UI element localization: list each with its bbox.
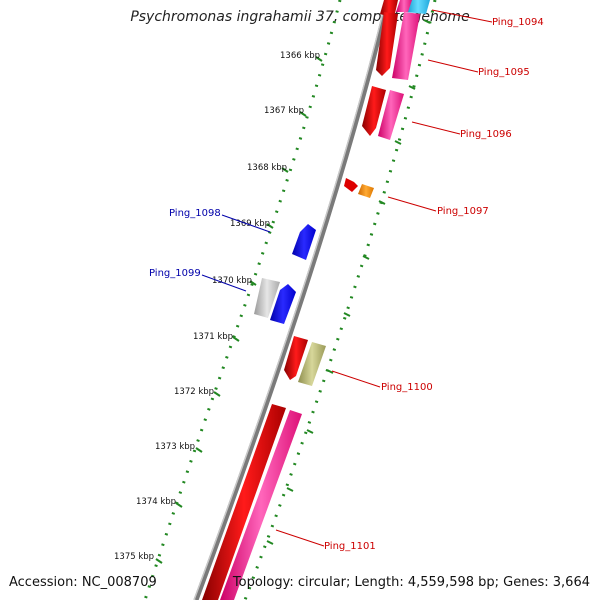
gene-label[interactable]: Ping_1099 (149, 268, 201, 279)
gene-ping-1097[interactable] (344, 178, 374, 198)
kbp-tick-label: 1371 kbp (193, 332, 233, 342)
kbp-tick-mark (213, 391, 221, 397)
kbp-tick-mark (315, 56, 323, 62)
inner-dotted-track (143, 0, 342, 600)
gene-label[interactable]: Ping_1100 (381, 382, 433, 393)
gene-label[interactable]: Ping_1098 (169, 208, 221, 219)
gene-label[interactable]: Ping_1094 (492, 17, 544, 28)
kbp-tick-label: 1374 kbp (136, 497, 176, 507)
kbp-tick-mark (175, 502, 183, 508)
outer-track-ticks (266, 19, 431, 545)
gene-ping-1095[interactable] (376, 12, 420, 80)
kbp-tick-label: 1369 kbp (230, 219, 270, 229)
kbp-tick-label: 1375 kbp (114, 552, 154, 562)
gene-ping-1100[interactable] (284, 336, 326, 386)
kbp-tick-label: 1367 kbp (264, 106, 304, 116)
gene-label[interactable]: Ping_1095 (478, 67, 530, 78)
kbp-tick-label: 1370 kbp (212, 276, 252, 286)
kbp-tick-mark (266, 223, 274, 229)
genome-backbone-highlight (193, 0, 387, 600)
kbp-tick-label: 1372 kbp (174, 387, 214, 397)
kbp-tick-mark (155, 558, 163, 564)
gene-label[interactable]: Ping_1101 (324, 541, 376, 552)
kbp-tick-label: 1373 kbp (155, 442, 195, 452)
accession-text: Accession: NC_008709 (9, 575, 157, 590)
genome-backbone (193, 0, 391, 600)
kbp-ticks: 1366 kbp 1367 kbp 1368 kbp 1369 kbp 1370… (114, 51, 323, 564)
gene-label[interactable]: Ping_1096 (460, 129, 512, 140)
gene-labels: Ping_1094 Ping_1095 Ping_1096 Ping_1097 … (149, 17, 544, 552)
gene-label[interactable]: Ping_1097 (437, 206, 489, 217)
genome-summary-text: Topology: circular; Length: 4,559,598 bp… (232, 575, 590, 590)
kbp-tick-mark (232, 336, 240, 342)
gene-ping-1099[interactable] (254, 278, 296, 324)
kbp-tick-mark (281, 167, 289, 173)
gene-ping-1101[interactable] (202, 404, 302, 600)
kbp-tick-label: 1368 kbp (247, 163, 287, 173)
kbp-tick-label: 1366 kbp (280, 51, 320, 61)
gene-ping-1098[interactable] (292, 224, 316, 260)
kbp-tick-mark (195, 447, 203, 453)
gene-ping-1096[interactable] (362, 86, 404, 140)
leader-lines (201, 9, 493, 547)
kbp-tick-mark (249, 280, 257, 286)
kbp-tick-mark (299, 111, 307, 117)
tick-tracks (143, 0, 437, 600)
